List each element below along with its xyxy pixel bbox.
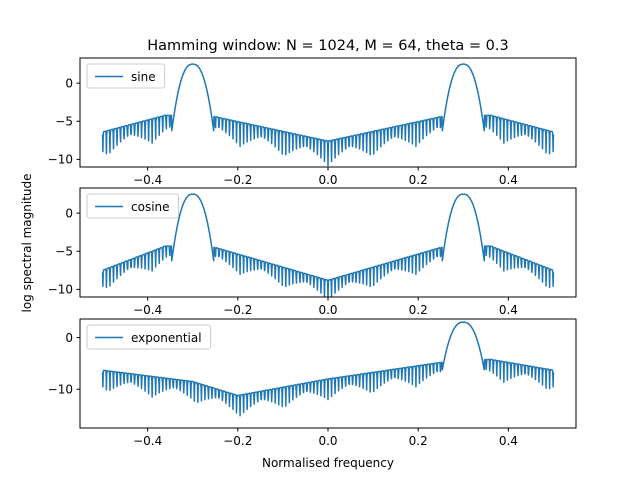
subplot-2: −0.4 −0.2 0.0 0.2 0.4 0 −5 −10 cosine bbox=[48, 187, 577, 317]
legend-box bbox=[86, 63, 166, 89]
x-tick-label: −0.4 bbox=[133, 173, 162, 187]
y-tick-label: 0 bbox=[65, 76, 73, 90]
y-tick-label: −5 bbox=[55, 245, 73, 259]
legend-box bbox=[86, 324, 212, 350]
series-line-exponential bbox=[101, 321, 555, 417]
series-line-cosine bbox=[101, 193, 555, 297]
x-tick-label: 0.0 bbox=[318, 434, 337, 448]
subplot-3: −0.4 −0.2 0.0 0.2 0.4 0 −10 exponential bbox=[48, 318, 577, 448]
x-tick-label: 0.0 bbox=[318, 303, 337, 317]
legend-label: cosine bbox=[131, 200, 170, 214]
y-tick-label: 0 bbox=[65, 331, 73, 345]
x-tick-label: −0.2 bbox=[223, 434, 252, 448]
y-tick-label: −5 bbox=[55, 115, 73, 129]
y-axis-label: log spectral magnitude bbox=[20, 173, 34, 312]
x-tick-label: 0.4 bbox=[499, 434, 518, 448]
chart-title: Hamming window: N = 1024, M = 64, theta … bbox=[147, 38, 508, 54]
x-tick-label: −0.4 bbox=[133, 303, 162, 317]
legend: exponential bbox=[86, 324, 212, 350]
x-tick-label: 0.4 bbox=[499, 303, 518, 317]
y-tick-label: −10 bbox=[48, 383, 73, 397]
legend-box bbox=[86, 193, 179, 219]
x-tick-label: −0.4 bbox=[133, 434, 162, 448]
x-tick-label: 0.2 bbox=[409, 173, 428, 187]
legend: sine bbox=[86, 63, 166, 89]
x-tick-label: 0.4 bbox=[499, 173, 518, 187]
subplot-1: −0.4 −0.2 0.0 0.2 0.4 0 −5 −10 sine bbox=[48, 57, 577, 187]
x-tick-label: −0.2 bbox=[223, 173, 252, 187]
x-axis-label: Normalised frequency bbox=[262, 456, 394, 470]
x-tick-label: 0.2 bbox=[409, 303, 428, 317]
subplots: −0.4 −0.2 0.0 0.2 0.4 0 −5 −10 sine −0.4 −0.2 0.0 0.… bbox=[48, 57, 577, 448]
x-tick-label: 0.2 bbox=[409, 434, 428, 448]
x-tick-label: −0.2 bbox=[223, 303, 252, 317]
y-tick-label: 0 bbox=[65, 206, 73, 220]
y-tick-label: −10 bbox=[48, 283, 73, 297]
x-tick-label: 0.0 bbox=[318, 173, 337, 187]
legend-label: sine bbox=[131, 70, 156, 84]
legend-label: exponential bbox=[131, 331, 202, 345]
series-line-sine bbox=[101, 63, 555, 167]
legend: cosine bbox=[86, 193, 179, 219]
y-tick-label: −10 bbox=[48, 153, 73, 167]
